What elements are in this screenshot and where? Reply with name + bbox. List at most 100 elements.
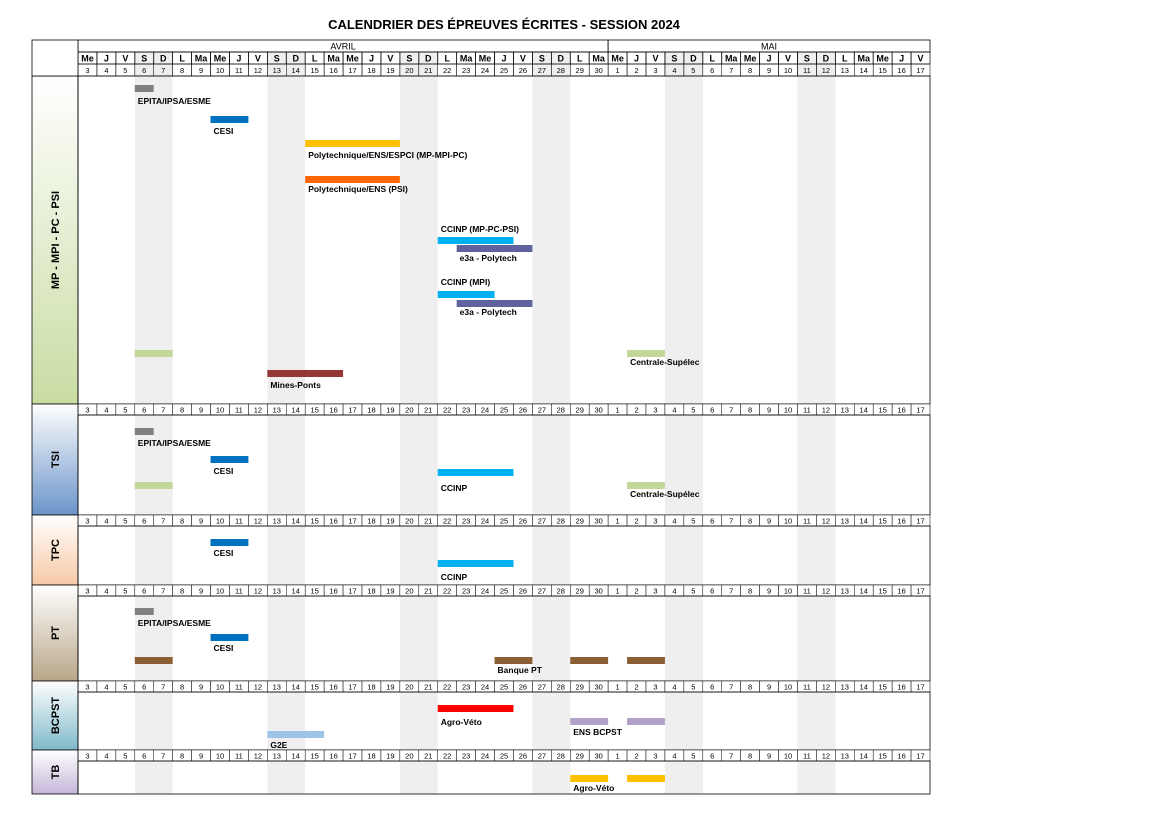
day-letter: D — [425, 54, 432, 64]
event-label: CCINP (MPI) — [441, 277, 491, 287]
day-number: 12 — [822, 517, 830, 526]
day-number: 20 — [405, 683, 413, 692]
day-number: 14 — [860, 406, 868, 415]
day-number: 30 — [594, 752, 602, 761]
day-number: 16 — [897, 683, 905, 692]
weekend-shade — [551, 52, 571, 794]
day-number: 28 — [557, 66, 565, 75]
day-number: 13 — [841, 752, 849, 761]
day-number: 13 — [841, 66, 849, 75]
event-bar — [494, 657, 533, 664]
day-number: 13 — [273, 66, 281, 75]
day-number: 12 — [254, 752, 262, 761]
day-number: 11 — [235, 66, 243, 75]
day-number: 2 — [634, 683, 638, 692]
day-number: 20 — [405, 517, 413, 526]
day-number: 19 — [386, 752, 394, 761]
day-number: 9 — [767, 406, 771, 415]
day-number: 6 — [142, 587, 146, 596]
day-number: 4 — [672, 683, 676, 692]
day-number: 11 — [235, 406, 243, 415]
day-number: 21 — [424, 517, 432, 526]
day-letter: V — [122, 54, 128, 64]
day-letter: S — [141, 54, 147, 64]
day-letter: J — [236, 54, 241, 64]
day-number: 17 — [916, 587, 924, 596]
event-bar — [134, 85, 154, 92]
day-number: 17 — [916, 517, 924, 526]
day-number: 10 — [784, 752, 792, 761]
day-number: 7 — [161, 517, 165, 526]
day-number: 24 — [481, 683, 489, 692]
event-bar — [210, 116, 249, 123]
day-letter: D — [558, 54, 565, 64]
section-label: MP - MPI - PC - PSI — [50, 191, 62, 289]
day-number: 6 — [710, 66, 714, 75]
day-number: 14 — [292, 406, 300, 415]
day-number: 10 — [216, 517, 224, 526]
day-number: 11 — [803, 517, 811, 526]
day-letter: L — [179, 54, 185, 64]
day-number: 28 — [557, 517, 565, 526]
day-number: 3 — [85, 683, 89, 692]
day-number: 4 — [104, 683, 108, 692]
day-number: 5 — [691, 66, 695, 75]
day-number: 6 — [710, 587, 714, 596]
event-bar — [627, 657, 665, 664]
day-number: 13 — [273, 752, 281, 761]
day-number: 18 — [367, 752, 375, 761]
weekend-shade — [683, 52, 703, 794]
day-number: 12 — [254, 406, 262, 415]
day-number: 4 — [104, 406, 108, 415]
event-label: CESI — [214, 466, 234, 476]
event-label: ENS BCPST — [573, 727, 622, 737]
day-letter: Me — [611, 54, 624, 64]
event-label: CESI — [214, 126, 234, 136]
section-label-cell — [31, 584, 79, 682]
day-number: 28 — [557, 406, 565, 415]
day-number: 17 — [348, 587, 356, 596]
day-number: 21 — [424, 752, 432, 761]
event-bar — [627, 482, 665, 489]
day-number: 17 — [916, 406, 924, 415]
day-number: 10 — [216, 587, 224, 596]
day-number: 14 — [292, 66, 300, 75]
day-number: 9 — [199, 66, 203, 75]
day-number: 10 — [784, 66, 792, 75]
day-number: 17 — [348, 66, 356, 75]
day-number: 7 — [729, 517, 733, 526]
day-number: 21 — [424, 406, 432, 415]
day-number: 14 — [860, 752, 868, 761]
event-bar — [437, 560, 514, 567]
event-bar — [267, 370, 344, 377]
event-label: Centrale-Supélec — [630, 489, 700, 499]
event-label: CESI — [214, 643, 234, 653]
day-number: 1 — [616, 517, 620, 526]
day-number: 27 — [538, 406, 546, 415]
section-label: TSI — [50, 451, 62, 468]
weekend-shade — [797, 52, 817, 794]
day-number: 4 — [104, 752, 108, 761]
day-number: 8 — [180, 406, 184, 415]
day-letter: L — [312, 54, 318, 64]
day-number: 17 — [348, 683, 356, 692]
day-number: 9 — [199, 683, 203, 692]
day-number: 24 — [481, 66, 489, 75]
event-bar — [437, 237, 514, 244]
event-label: Agro-Véto — [441, 717, 482, 727]
day-number: 12 — [822, 406, 830, 415]
day-number: 9 — [767, 752, 771, 761]
day-letter: V — [520, 54, 526, 64]
day-number: 27 — [538, 66, 546, 75]
day-letter: S — [671, 54, 677, 64]
day-number: 5 — [123, 587, 127, 596]
day-number: 8 — [748, 587, 752, 596]
day-number: 30 — [594, 683, 602, 692]
day-number: 8 — [748, 66, 752, 75]
day-letter: Me — [214, 54, 227, 64]
day-letter: S — [406, 54, 412, 64]
day-number: 12 — [822, 683, 830, 692]
day-number: 14 — [860, 587, 868, 596]
day-letter: D — [823, 54, 830, 64]
event-label: EPITA/IPSA/ESME — [138, 438, 211, 448]
